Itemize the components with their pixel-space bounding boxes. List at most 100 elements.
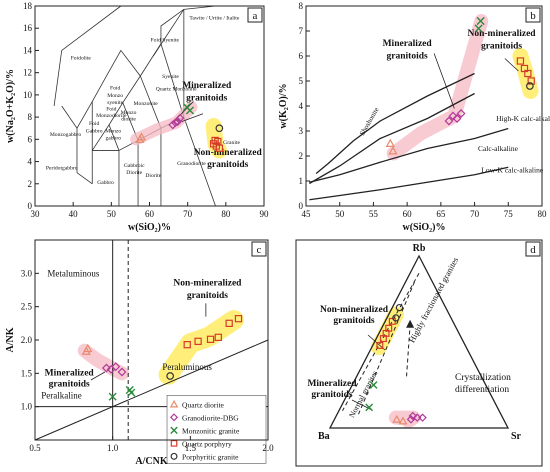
field-label: Monzogabbro xyxy=(50,132,82,138)
vertex-label: Rb xyxy=(413,243,426,254)
y-tick-label: 12 xyxy=(23,68,32,78)
data-point xyxy=(526,82,534,90)
field-label: diorite xyxy=(121,116,136,122)
y-tick-label: 0 xyxy=(299,201,304,211)
annotation-text: granitoids xyxy=(207,160,248,170)
x-axis-label: A/CNK xyxy=(135,456,167,467)
dashed-boundary xyxy=(358,281,416,415)
vertex-label: Sr xyxy=(511,431,522,442)
y-tick-label: 18 xyxy=(23,1,33,11)
annotation-text: Mineralized xyxy=(182,81,232,91)
y-tick-label: 3.0 xyxy=(21,268,33,278)
field-label: Monzo xyxy=(107,93,123,99)
y-tick-label: 3 xyxy=(299,126,304,136)
legend-item: Quartz diorite xyxy=(182,400,225,409)
x-axis-label: w(SiO₂)% xyxy=(128,222,171,233)
field-label: Monzo xyxy=(105,129,121,135)
series-label: Calc-alkaline xyxy=(478,144,519,153)
x-tick-label: 70 xyxy=(183,209,193,219)
x-tick-label: 40 xyxy=(69,209,79,219)
differentiation-arrow xyxy=(406,324,411,377)
annotation-text: Non-mineralized xyxy=(320,305,389,315)
y-tick-label: 6 xyxy=(299,51,304,61)
boundary-shoshonite-lower xyxy=(309,92,475,185)
field-label: Gabbro xyxy=(97,180,114,186)
data-point xyxy=(117,367,127,377)
panel-label-box xyxy=(247,7,263,23)
data-point xyxy=(185,106,195,115)
x-tick-label: 30 xyxy=(31,209,41,219)
ternary-frame xyxy=(328,254,510,429)
y-tick-label: 10 xyxy=(23,90,33,100)
plot-frame xyxy=(295,239,543,467)
field-label: Granodiorite xyxy=(177,161,206,167)
data-point xyxy=(194,337,202,345)
panel-b: Shoshonite High-K calc-alkaline Calc-alkal… xyxy=(278,1,550,233)
panel-label-box xyxy=(525,241,541,257)
series-label: High-K calc-alkaline xyxy=(496,114,550,123)
field-label: Foidolite xyxy=(71,55,92,61)
y-tick-label: 7 xyxy=(299,26,304,36)
legend-item: Monzonitic granite xyxy=(182,426,240,435)
data-point xyxy=(406,415,416,424)
x-tick-label: 65 xyxy=(436,209,446,219)
data-point xyxy=(215,144,224,152)
mineralized-zone xyxy=(386,14,489,161)
field-label: Gabbroic xyxy=(124,163,145,169)
data-point xyxy=(83,343,93,353)
y-tick-label: 2.5 xyxy=(21,302,33,312)
field-boundary xyxy=(160,43,185,118)
annotation-text: Non-mineralized xyxy=(173,278,242,288)
data-point xyxy=(385,138,395,147)
x-tick-label: 80 xyxy=(221,209,231,219)
data-point xyxy=(173,117,183,127)
annotation-text: granitoids xyxy=(333,316,374,326)
x-tick-label: 2.0 xyxy=(262,443,274,453)
field-label: Crystallization xyxy=(455,373,511,383)
y-tick-label: 16 xyxy=(23,23,33,33)
data-point xyxy=(175,113,185,123)
annotation-text: granitoids xyxy=(387,52,428,62)
data-point xyxy=(225,319,233,327)
data-point xyxy=(448,111,458,121)
x-tick-label: 50 xyxy=(107,209,117,219)
data-point xyxy=(474,24,483,33)
legend-item: Quartz porphyry xyxy=(182,439,232,448)
field-boundary xyxy=(61,105,78,129)
data-point xyxy=(388,146,398,155)
panel-label: d xyxy=(530,244,536,256)
x-tick-label: 80 xyxy=(538,209,548,219)
panel-label: a xyxy=(253,10,258,22)
data-point xyxy=(169,399,179,408)
data-point xyxy=(385,324,393,332)
annotation-text: granitoids xyxy=(187,291,228,301)
annotation-text: Non-mineralized xyxy=(468,29,537,39)
field-boundary xyxy=(152,9,185,57)
y-axis-label: w(Na₂O+K₂O)/% xyxy=(5,69,16,143)
data-point xyxy=(524,69,532,78)
data-point xyxy=(170,426,178,435)
field-label: Monzo xyxy=(121,110,137,116)
y-tick-label: 6 xyxy=(28,134,33,144)
field-label: Diorite xyxy=(145,173,161,179)
series-label: Shoshonite xyxy=(358,106,380,137)
data-point xyxy=(168,120,178,130)
annotation-text: Non-mineralized xyxy=(194,148,263,158)
y-tick-label: 8 xyxy=(28,112,33,122)
field-boundary xyxy=(76,172,93,185)
vertex-label: Ba xyxy=(318,431,330,442)
annotation-leader xyxy=(181,113,204,122)
y-tick-label: 8 xyxy=(299,1,304,11)
line-diagonal xyxy=(34,339,269,441)
y-tick-label: 5 xyxy=(299,76,304,86)
data-point xyxy=(127,388,136,397)
data-point xyxy=(215,124,224,133)
field-boundary xyxy=(139,75,162,129)
annotation-text: Mineralized xyxy=(45,368,95,378)
field-label: Foid xyxy=(110,85,120,91)
y-tick-label: 2 xyxy=(28,179,33,189)
annotation-text: Mineralized xyxy=(383,39,433,49)
data-point xyxy=(456,109,466,118)
x-tick-label: 0.5 xyxy=(29,443,41,453)
x-tick-label: 45 xyxy=(302,209,312,219)
